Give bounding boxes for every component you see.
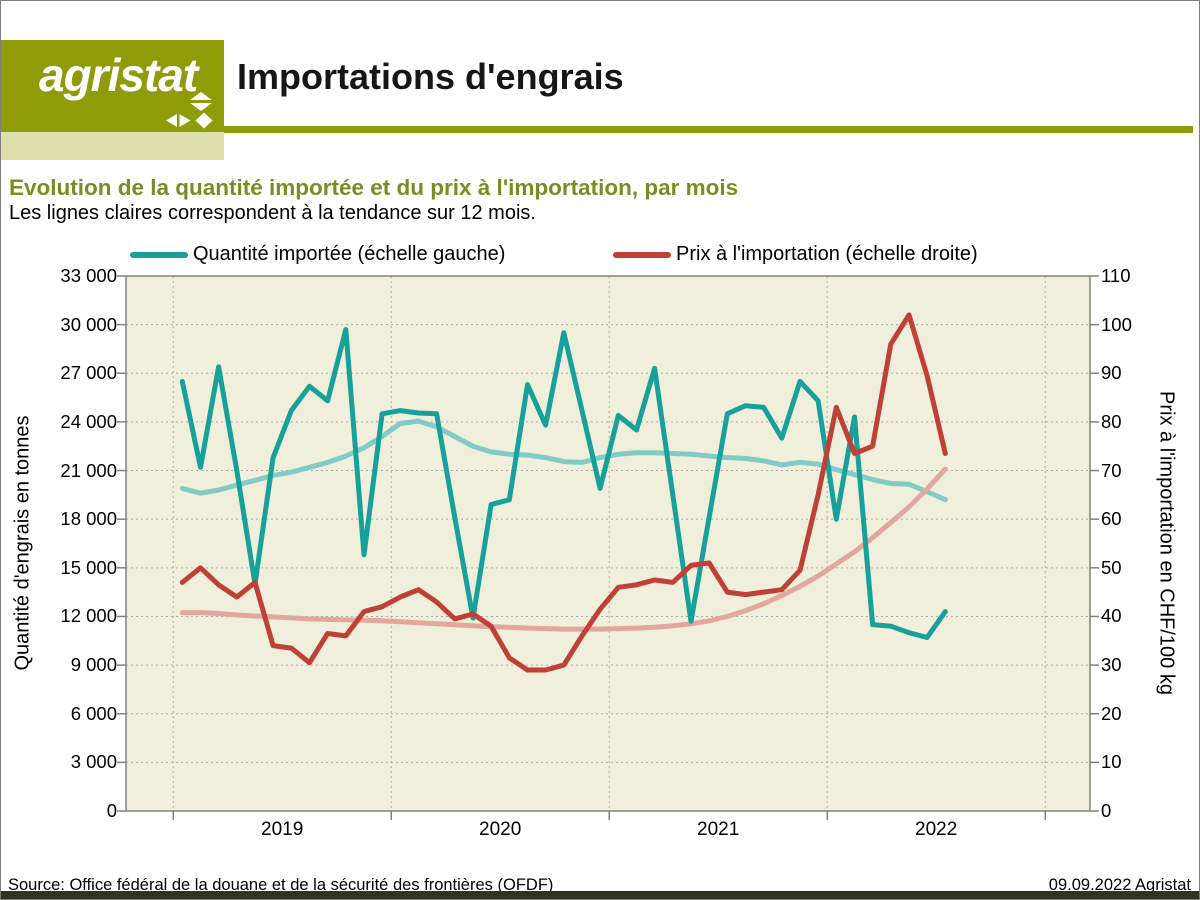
y-left-tick-label: 30 000 xyxy=(60,313,117,335)
x-axis-year-label: 2019 xyxy=(261,819,304,840)
x-axis-year-label: 2022 xyxy=(915,819,958,840)
y-right-tick-label: 30 xyxy=(1101,654,1122,676)
y-left-tick-label: 0 xyxy=(106,800,117,821)
footer-bar xyxy=(1,891,1199,899)
y-left-tick-label: 21 000 xyxy=(60,459,117,481)
y-left-tick-label: 6 000 xyxy=(70,702,117,724)
y-right-axis-title: Prix à l'importation en CHF/100 kg xyxy=(1155,391,1178,695)
agristat-logo-text: agristat xyxy=(39,49,198,101)
y-left-axis-title: Quantité d'engrais en tonnes xyxy=(11,415,34,671)
y-right-tick-label: 20 xyxy=(1101,702,1122,724)
legend-swatch-quantity xyxy=(130,252,188,258)
y-right-tick-label: 100 xyxy=(1101,313,1132,335)
y-right-tick-label: 0 xyxy=(1101,800,1112,821)
plot-border xyxy=(125,275,1091,812)
series-line-0 xyxy=(179,327,948,640)
y-right-tick-label: 40 xyxy=(1101,605,1122,627)
date-stamp: 09.09.2022 Agristat xyxy=(1048,876,1191,894)
axis-ticks xyxy=(117,275,1099,820)
title-rule xyxy=(224,126,1193,133)
agristat-logo-block: agristat xyxy=(1,40,224,132)
y-right-tick-label: 110 xyxy=(1101,265,1131,286)
chart-note: Les lignes claires correspondent à la te… xyxy=(9,202,536,224)
y-right-tick-label: 70 xyxy=(1101,459,1122,481)
plot-background xyxy=(126,276,1090,811)
y-right-tick-label: 90 xyxy=(1101,362,1122,384)
x-axis-year-label: 2021 xyxy=(697,819,740,840)
y-right-tick-label: 50 xyxy=(1101,556,1122,578)
y-right-tick-label: 60 xyxy=(1101,508,1122,530)
y-left-tick-label: 18 000 xyxy=(60,508,117,530)
agristat-logo-icon xyxy=(166,92,213,129)
series-line-3 xyxy=(179,466,948,632)
legend-label-price: Prix à l'importation (échelle droite) xyxy=(676,243,978,265)
y-left-tick-label: 3 000 xyxy=(70,751,117,773)
series-lines xyxy=(179,312,948,673)
logo-underlay-strip xyxy=(1,132,224,160)
page-title: Importations d'engrais xyxy=(237,56,624,97)
y-left-tick-label: 33 000 xyxy=(60,265,117,286)
y-left-tick-label: 24 000 xyxy=(60,410,117,432)
series-line-1 xyxy=(179,312,948,673)
chart-subtitle: Evolution de la quantité importée et du … xyxy=(9,175,739,200)
legend-label-quantity: Quantité importée (échelle gauche) xyxy=(193,243,506,265)
source-note: Source: Office fédéral de la douane et d… xyxy=(8,876,554,894)
x-axis-year-label: 2020 xyxy=(479,819,522,840)
y-left-tick-label: 9 000 xyxy=(70,654,117,676)
y-left-tick-label: 12 000 xyxy=(60,605,117,627)
y-left-tick-label: 27 000 xyxy=(60,362,117,384)
series-line-2 xyxy=(179,418,948,503)
y-right-tick-label: 80 xyxy=(1101,410,1122,432)
y-right-tick-label: 10 xyxy=(1101,751,1122,773)
y-left-tick-label: 15 000 xyxy=(60,556,117,578)
legend-swatch-price xyxy=(613,252,671,258)
